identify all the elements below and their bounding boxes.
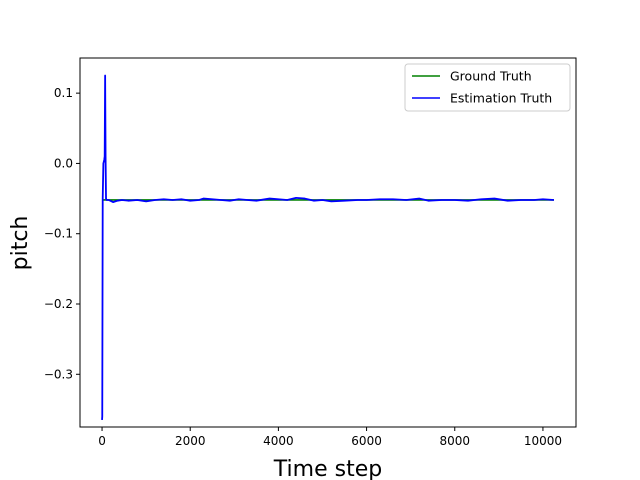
estimation-truth-line bbox=[101, 74, 555, 421]
x-tick-label: 4000 bbox=[263, 434, 294, 448]
y-tick-label: −0.1 bbox=[44, 227, 73, 241]
legend: Ground Truth Estimation Truth bbox=[404, 63, 571, 112]
x-axis: 0 2000 4000 6000 8000 10000 bbox=[98, 427, 562, 448]
y-axis: 0.1 0.0 −0.1 −0.2 −0.3 bbox=[44, 86, 80, 381]
y-tick-label: 0.0 bbox=[54, 156, 73, 170]
legend-label-estimation-truth: Estimation Truth bbox=[450, 91, 552, 106]
y-tick-label: 0.1 bbox=[54, 86, 73, 100]
y-tick-label: −0.2 bbox=[44, 297, 73, 311]
y-tick-label: −0.3 bbox=[44, 367, 73, 381]
legend-label-ground-truth: Ground Truth bbox=[450, 69, 532, 84]
legend-box bbox=[404, 63, 571, 112]
plot-frame bbox=[79, 57, 577, 428]
plot-series bbox=[101, 74, 555, 421]
x-tick-label: 10000 bbox=[524, 434, 562, 448]
x-tick-label: 6000 bbox=[351, 434, 382, 448]
x-tick-label: 0 bbox=[98, 434, 106, 448]
x-axis-label: Time step bbox=[273, 457, 382, 480]
x-tick-label: 8000 bbox=[439, 434, 470, 448]
x-tick-label: 2000 bbox=[175, 434, 206, 448]
y-axis-label: pitch bbox=[8, 216, 33, 271]
